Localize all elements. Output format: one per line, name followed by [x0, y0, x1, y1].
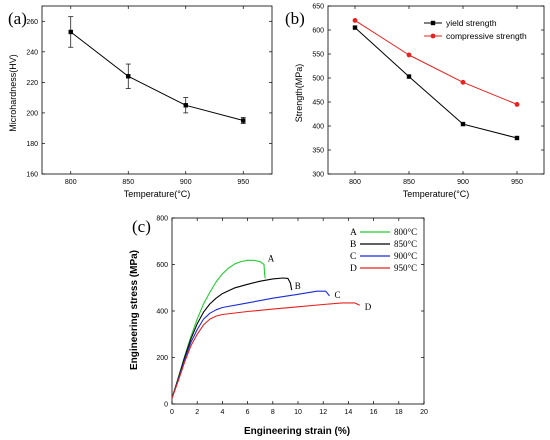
- panel-a-plot-frame: [41, 5, 273, 175]
- panel-c-legend-letter: A: [350, 228, 357, 238]
- panel-b-y-tick-label: 450: [312, 100, 324, 107]
- panel-b-y-tick-label: 350: [312, 148, 324, 155]
- panel-b-plot-frame: [327, 5, 545, 175]
- panel-a-series-0-point: [183, 103, 188, 108]
- panel-c-x-tick-label: 0: [170, 409, 174, 416]
- panel-c-series-3-line: [171, 302, 360, 399]
- panel-c-curve-letter: A: [268, 254, 275, 264]
- panel-c-label: (c): [132, 217, 151, 236]
- panel-c-series-1-line: [171, 277, 293, 399]
- panel-c-legend-label: 800°C: [394, 227, 417, 237]
- panel-c-series-2-line: [171, 290, 330, 399]
- panel-c-y-tick-label: 600: [156, 262, 168, 269]
- panel-c-x-tick-label: 14: [345, 409, 353, 416]
- panel-c-legend-letter: B: [350, 240, 356, 250]
- panel-b-series-1-point: [460, 79, 466, 85]
- panel-c-x-tick-label: 20: [420, 409, 428, 416]
- panel-c-curve-letter: D: [365, 302, 372, 312]
- panel-a-series-0-point: [126, 74, 131, 79]
- panel-b-series-0-line: [354, 27, 518, 139]
- panel-b-series-0-point: [514, 135, 520, 141]
- panel-a-y-axis-label: Microhardness(HV): [8, 54, 18, 132]
- panel-b-legend-label: yield strength: [446, 18, 497, 28]
- panel-c-y-tick-label: 400: [156, 309, 168, 316]
- panel-a-y-tick-label: 220: [26, 80, 38, 87]
- panel-c-x-tick-label: 18: [395, 409, 403, 416]
- panel-a-y-tick-label: 240: [26, 49, 38, 56]
- panel-b-series-0-point: [460, 121, 466, 127]
- panel-c-y-tick-label: 800: [156, 216, 168, 223]
- panel-c-x-tick-label: 2: [195, 409, 199, 416]
- panel-a-series-0-point: [241, 118, 246, 123]
- panel-a-y-tick-label: 180: [26, 141, 38, 148]
- panel-b-x-axis-label: Temperature(°C): [403, 189, 470, 199]
- panel-c-y-tick-label: 0: [164, 402, 168, 409]
- panel-b-legend-marker: [430, 20, 436, 26]
- panel-c-plot-frame: [171, 217, 425, 405]
- panel-a-x-tick-label: 900: [180, 179, 192, 186]
- panel-c-legend-label: 900°C: [394, 251, 417, 261]
- panel-b-y-axis-label: Strength(MPa): [294, 64, 304, 123]
- panel-b-series-0-point: [352, 25, 358, 30]
- panel-b-legend-marker: [430, 33, 436, 39]
- panel-b-series-1-point: [514, 102, 520, 107]
- panel-b-y-tick-label: 600: [312, 28, 324, 35]
- panel-b-series-1-point: [352, 18, 358, 23]
- panel-a-x-tick-label: 800: [65, 179, 77, 186]
- panel-a-y-tick-label: 200: [26, 110, 38, 117]
- panel-b-x-tick-label: 800: [349, 179, 361, 186]
- panel-b-x-tick-label: 950: [511, 179, 523, 186]
- panel-a-series-0-line: [70, 31, 244, 121]
- panel-b-y-tick-label: 650: [312, 4, 324, 11]
- panel-c-curve-letter: C: [335, 290, 341, 300]
- panel-c-x-tick-label: 12: [319, 409, 327, 416]
- panel-c-x-tick-label: 16: [370, 409, 378, 416]
- panel-b-label: (b): [285, 9, 305, 28]
- panel-c-legend-label: 950°C: [394, 263, 417, 273]
- panel-c-series-0-line: [171, 259, 266, 399]
- panel-c-legend-letter: D: [350, 264, 357, 274]
- panel-b-y-tick-label: 500: [312, 76, 324, 83]
- panel-c-x-tick-label: 4: [220, 409, 224, 416]
- panel-a-x-tick-label: 850: [122, 179, 134, 186]
- panel-b-x-tick-label: 900: [457, 179, 469, 186]
- panel-b-series-1-point: [406, 52, 412, 58]
- panel-c-legend-letter: C: [350, 252, 356, 262]
- panel-b-legend-label: compressive strength: [446, 31, 527, 41]
- panel-c-x-tick-label: 8: [271, 409, 275, 416]
- panel-b-y-tick-label: 400: [312, 124, 324, 131]
- panel-a-series-0-point: [68, 29, 73, 35]
- panel-a-microhardness-chart: (a) Microhardness(HV) Temperature(°C) 80…: [8, 5, 273, 199]
- panel-a-y-tick-label: 260: [26, 19, 38, 26]
- panel-b-x-tick-label: 850: [403, 179, 415, 186]
- panel-a-x-axis-label: Temperature(°C): [124, 189, 191, 199]
- panel-c-x-tick-label: 6: [246, 409, 250, 416]
- panel-a-y-tick-label: 160: [26, 172, 38, 179]
- panel-c-y-axis-label: Engineering stress (MPa): [129, 250, 140, 370]
- panel-c-x-tick-label: 10: [294, 409, 302, 416]
- panel-b-strength-chart: (b) Strength(MPa) Temperature(°C) 800 850…: [285, 4, 545, 199]
- panel-c-stress-strain-chart: (c) Engineering stress (MPa) Engineering…: [129, 216, 428, 438]
- panel-b-y-tick-label: 550: [312, 52, 324, 59]
- panel-c-x-axis-label: Engineering strain (%): [244, 426, 350, 437]
- panel-a-x-tick-label: 950: [237, 179, 249, 186]
- panel-c-legend-label: 850°C: [394, 239, 417, 249]
- panel-c-y-tick-label: 200: [156, 355, 168, 362]
- panel-c-curve-letter: B: [295, 281, 301, 291]
- panel-b-y-tick-label: 300: [312, 172, 324, 179]
- panel-b-series-1-line: [354, 19, 518, 105]
- panel-b-series-0-point: [406, 74, 412, 79]
- panel-a-label: (a): [8, 9, 27, 28]
